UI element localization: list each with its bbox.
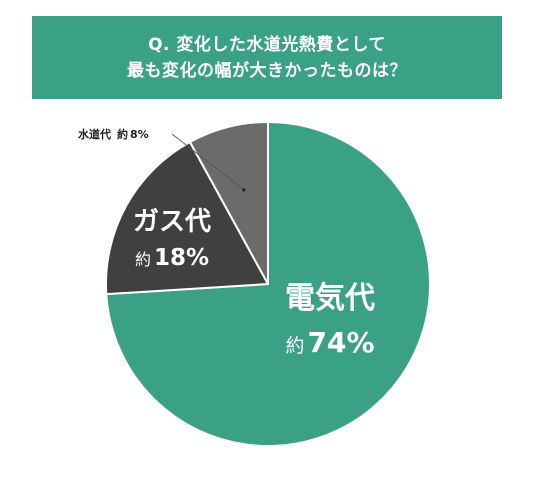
slice-name-2: ガス代 bbox=[133, 207, 211, 237]
pie-callouts bbox=[171, 133, 246, 192]
slice-value-3: 8% bbox=[130, 128, 149, 141]
chart-title-banner: Q. 変化した水道光熱費として 最も変化の幅が大きかったものは？ bbox=[32, 16, 502, 99]
slice-value-label-1: 約 74% bbox=[285, 326, 374, 359]
chart-title-line-1: Q. 変化した水道光熱費として bbox=[148, 34, 386, 55]
slice-value-label-2: 約 18% bbox=[135, 245, 209, 271]
slice-name-1: 電気代 bbox=[285, 281, 375, 316]
pie-slices bbox=[105, 121, 431, 447]
pie-labels: 電気代約 74%ガス代約 18%水道代約 8% bbox=[78, 127, 375, 359]
slice-value-2: 18% bbox=[154, 245, 209, 271]
slice-prefix-1: 約 bbox=[285, 335, 304, 357]
chart-title-line-2: 最も変化の幅が大きかったものは？ bbox=[127, 60, 407, 81]
callout-dot-3 bbox=[242, 188, 246, 192]
pie-slice-3 bbox=[188, 121, 269, 285]
slice-prefix-2: 約 bbox=[135, 250, 151, 269]
slice-prefix-3: 約 bbox=[117, 127, 128, 141]
slice-name-3: 水道代 bbox=[78, 127, 111, 141]
slice-value-1: 74% bbox=[307, 326, 374, 359]
slice-label-3: 水道代約 8% bbox=[78, 127, 149, 141]
callout-line-3 bbox=[171, 133, 245, 191]
pie-slice-2 bbox=[105, 141, 269, 296]
